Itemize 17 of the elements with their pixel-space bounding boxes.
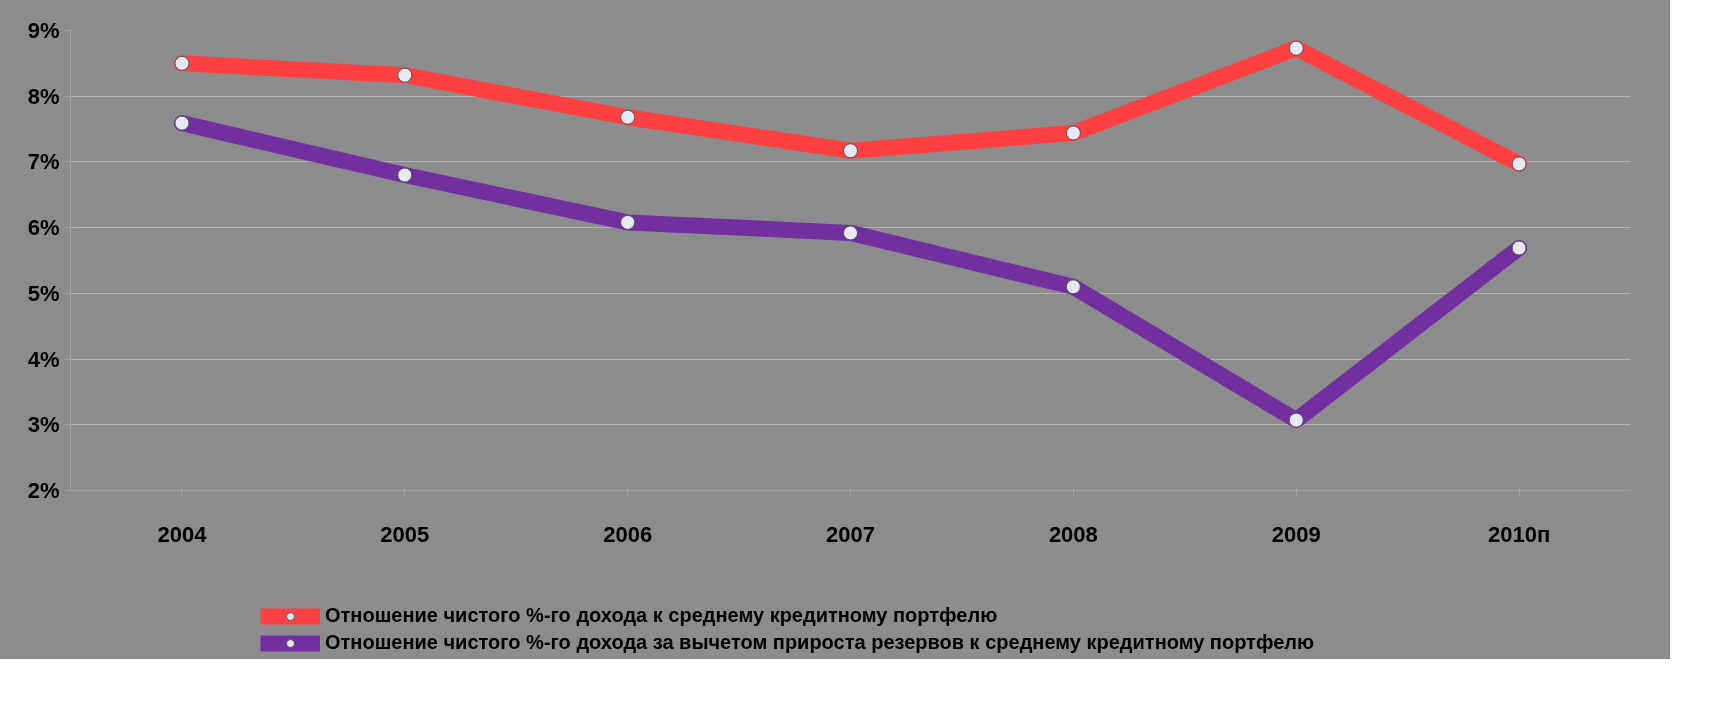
x-tick-label: 2009 [1271,521,1321,547]
y-tick-label: 9% [27,18,60,43]
y-tick-label: 5% [27,280,60,306]
y-tick-label: 6% [27,215,60,241]
x-tick-label: 2008 [1048,521,1098,547]
x-tick-label: 2004 [157,521,208,547]
y-tick-label: 4% [27,346,60,372]
x-tick-label: 2006 [603,521,653,547]
legend-label: Отношение чистого %-го дохода к среднему кредитному портфелю [325,604,998,627]
y-tick-label: 2% [27,478,60,503]
x-tick-label: 2005 [380,521,430,547]
x-tick-label: 2010п [1487,521,1551,547]
y-tick-label: 7% [27,149,60,175]
x-tick-label: 2007 [826,521,875,547]
legend-label: Отношение чистого %-го дохода за вычетом прироста резервов к среднему кредитному портфелю [325,631,1315,654]
y-tick-label: 3% [27,412,60,438]
y-tick-label: 8% [27,83,60,109]
